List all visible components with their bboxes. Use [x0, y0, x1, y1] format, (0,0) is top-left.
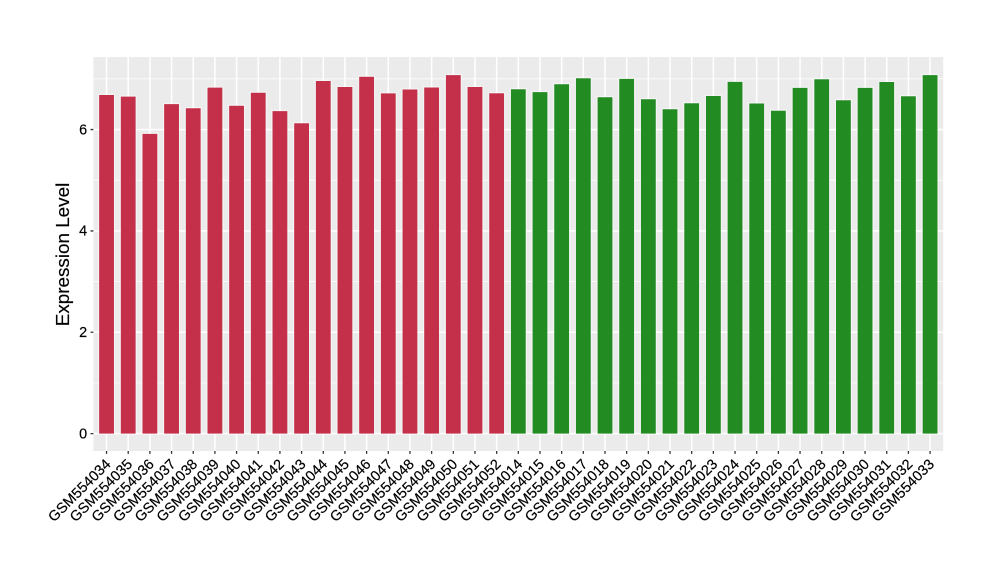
svg-text:2: 2 [79, 325, 87, 341]
svg-text:6: 6 [79, 122, 87, 138]
svg-text:Expression Level: Expression Level [52, 183, 73, 327]
svg-text:0: 0 [79, 426, 87, 442]
svg-text:4: 4 [79, 224, 87, 240]
